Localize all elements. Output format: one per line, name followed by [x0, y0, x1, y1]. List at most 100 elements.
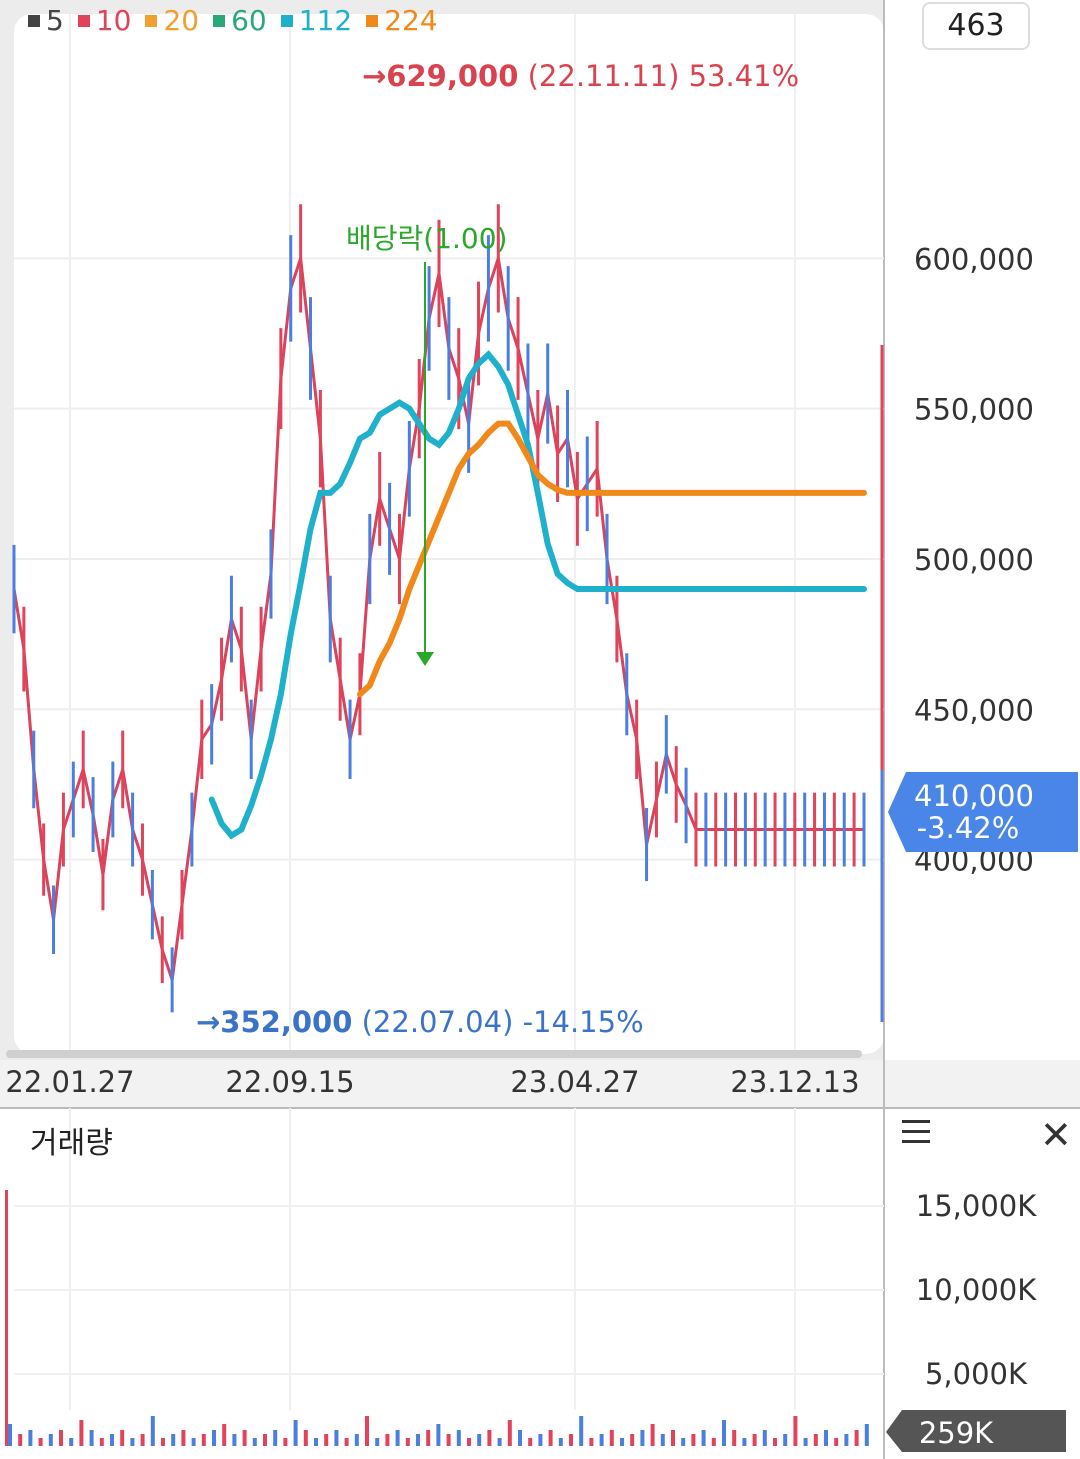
- volume-bar: [803, 1438, 808, 1446]
- volume-bar: [69, 1438, 74, 1446]
- volume-bar: [344, 1438, 349, 1446]
- current-change: -3.42%: [917, 811, 1020, 845]
- current-volume: 259K: [919, 1416, 994, 1450]
- volume-bar: [569, 1434, 573, 1446]
- volume-bar: [620, 1438, 624, 1446]
- volume-bar: [79, 1420, 84, 1446]
- volume-bar: [548, 1430, 553, 1446]
- ma-224-line: [356, 420, 867, 698]
- volume-tick-label: 10,000K: [916, 1273, 1037, 1307]
- current-price: 410,000: [914, 779, 1034, 813]
- volume-bar: [599, 1434, 604, 1446]
- volume-bar: [28, 1430, 33, 1446]
- volume-bar: [38, 1438, 43, 1446]
- volume-bar: [18, 1434, 23, 1446]
- moving-average-legend: 5 10 20 60 112 224: [28, 4, 438, 37]
- legend-item-60[interactable]: 60: [213, 4, 267, 37]
- legend-label: 224: [384, 4, 438, 37]
- volume-bar: [538, 1434, 543, 1446]
- legend-swatch: [280, 14, 293, 27]
- price-panel: [14, 14, 884, 1054]
- date-tick-label: 22.01.27: [5, 1065, 134, 1099]
- volume-bar: [671, 1430, 675, 1446]
- legend-swatch: [145, 14, 158, 27]
- volume-bar: [212, 1430, 216, 1446]
- volume-bar: [436, 1424, 441, 1446]
- volume-bar: [222, 1424, 227, 1446]
- price-tick-label: 550,000: [914, 393, 1034, 427]
- volume-bar: [579, 1416, 584, 1446]
- volume-bar: [783, 1434, 788, 1446]
- legend-item-20[interactable]: 20: [145, 4, 199, 37]
- date-tick-label: 22.09.15: [225, 1065, 354, 1099]
- volume-bar: [507, 1420, 512, 1446]
- volume-bar: [110, 1434, 114, 1446]
- legend-swatch: [77, 14, 90, 27]
- volume-bar: [273, 1430, 278, 1446]
- low-annotation: →352,000 (22.07.04) -14.15%: [196, 1005, 644, 1039]
- volume-bar: [854, 1430, 859, 1446]
- legend-swatch: [213, 14, 226, 27]
- volume-bar: [171, 1434, 176, 1446]
- volume-bar: [365, 1416, 369, 1446]
- legend-item-224[interactable]: 224: [366, 4, 438, 37]
- volume-bar: [446, 1434, 451, 1446]
- volume-bar: [426, 1430, 431, 1446]
- volume-bar: [150, 1416, 155, 1446]
- legend-label: 5: [46, 4, 64, 37]
- legend-label: 60: [231, 4, 267, 37]
- current-price-tag: [888, 772, 1078, 852]
- volume-bar: [497, 1438, 502, 1446]
- high-annotation: →629,000 (22.11.11) 53.41%: [362, 59, 799, 93]
- dividend-event-label: 배당락(1.00): [346, 222, 507, 255]
- volume-bar: [650, 1424, 655, 1446]
- volume-bar: [99, 1438, 104, 1446]
- date-tick-label: 23.12.13: [730, 1065, 859, 1099]
- volume-bar: [354, 1434, 359, 1446]
- volume-bar: [589, 1438, 594, 1446]
- candle-count-box[interactable]: 463: [922, 2, 1030, 50]
- volume-bar: [283, 1438, 288, 1446]
- menu-icon[interactable]: [902, 1120, 930, 1146]
- legend-item-112[interactable]: 112: [280, 4, 352, 37]
- volume-bar: [375, 1438, 380, 1446]
- volume-bar: [8, 1424, 12, 1446]
- volume-bar: [691, 1434, 696, 1446]
- volume-title: 거래량: [30, 1126, 113, 1161]
- volume-bar: [630, 1434, 635, 1446]
- volume-bar: [518, 1430, 522, 1446]
- volume-bar: [844, 1434, 849, 1446]
- volume-bar: [456, 1430, 461, 1446]
- price-tick-label: 450,000: [914, 693, 1034, 727]
- volume-bar: [303, 1430, 308, 1446]
- volume-bar: [48, 1434, 53, 1446]
- volume-bar: [232, 1434, 237, 1446]
- volume-bar: [416, 1434, 420, 1446]
- volume-bar: [5, 1190, 8, 1446]
- volume-bar: [762, 1430, 767, 1446]
- scrollbar: [6, 1050, 862, 1058]
- ma-112-line: [208, 350, 867, 840]
- price-tick-label: 600,000: [914, 242, 1034, 276]
- volume-bar: [59, 1430, 63, 1446]
- volume-bar: [201, 1434, 206, 1446]
- legend-item-10[interactable]: 10: [77, 4, 131, 37]
- volume-bar: [752, 1434, 757, 1446]
- volume-bar: [477, 1434, 482, 1446]
- volume-bar: [701, 1430, 706, 1446]
- volume-bar: [640, 1430, 645, 1446]
- volume-bar: [722, 1420, 726, 1446]
- legend-item-5[interactable]: 5: [28, 4, 64, 37]
- volume-bar: [773, 1438, 777, 1446]
- date-tick-label: 23.04.27: [510, 1065, 639, 1099]
- close-icon[interactable]: ✕: [1040, 1113, 1072, 1157]
- volume-bar: [242, 1430, 247, 1446]
- volume-bar: [120, 1430, 125, 1446]
- volume-bar: [609, 1430, 614, 1446]
- volume-bar: [252, 1438, 257, 1446]
- volume-bar: [558, 1438, 563, 1446]
- volume-bar: [681, 1438, 686, 1446]
- volume-bar: [834, 1438, 839, 1446]
